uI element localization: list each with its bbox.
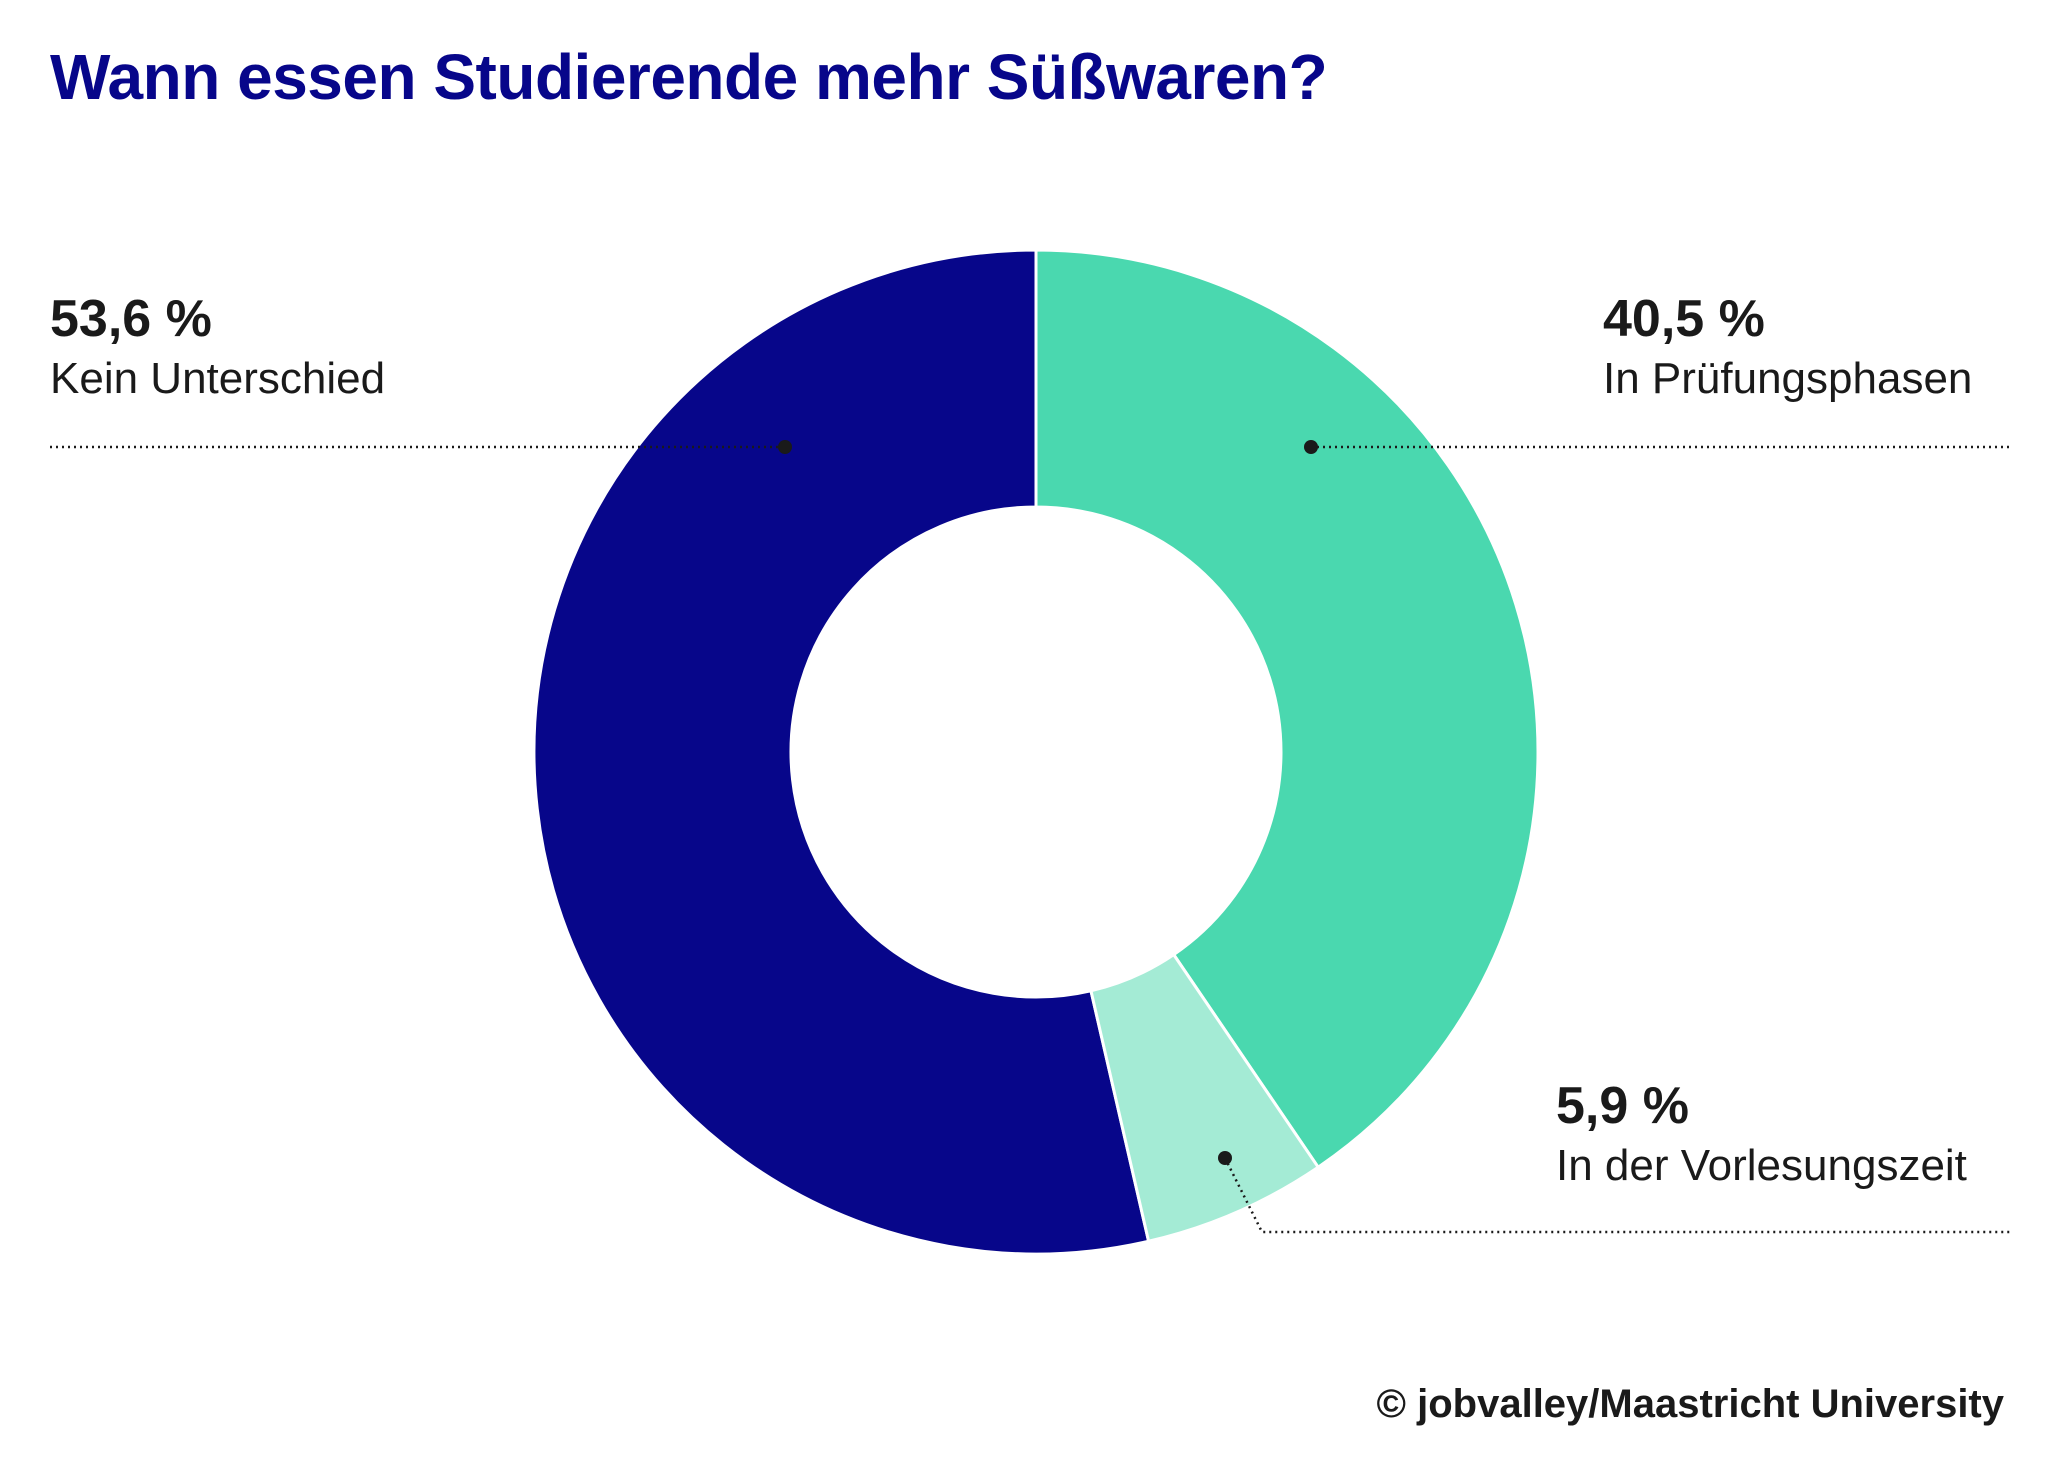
slice-pruefungsphasen: [1034, 248, 1540, 1170]
slice-label-pruefungsphasen: 40,5 % In Prüfungsphasen: [1603, 288, 1972, 408]
slice-vorlesungszeit: [1089, 952, 1321, 1244]
slice-category-label: Kein Unterschied: [50, 354, 386, 403]
chart-title: Wann essen Studierende mehr Süßwaren?: [50, 41, 1328, 113]
slice-label-vorlesungszeit: 5,9 % In der Vorlesungszeit: [1556, 1075, 1967, 1195]
slice-category-label: In Prüfungsphasen: [1603, 354, 1973, 403]
slice-value-label: 5,9 %: [1556, 1077, 1689, 1135]
slice-kein-unterschied: [532, 248, 1151, 1256]
slice-value-label: 53,6 %: [50, 290, 212, 348]
slice-value-label: 40,5 %: [1603, 290, 1765, 348]
slice-label-kein-unterschied: 53,6 % Kein Unterschied: [50, 288, 385, 408]
slice-category-label: In der Vorlesungszeit: [1556, 1141, 1967, 1190]
leader-pruefungsphasen-dot: [1304, 440, 1318, 454]
source-credit: © jobvalley/Maastricht University: [1376, 1382, 2004, 1426]
leader-kein-unterschied-dot: [778, 440, 792, 454]
leader-vorlesungszeit-dot: [1218, 1151, 1232, 1165]
